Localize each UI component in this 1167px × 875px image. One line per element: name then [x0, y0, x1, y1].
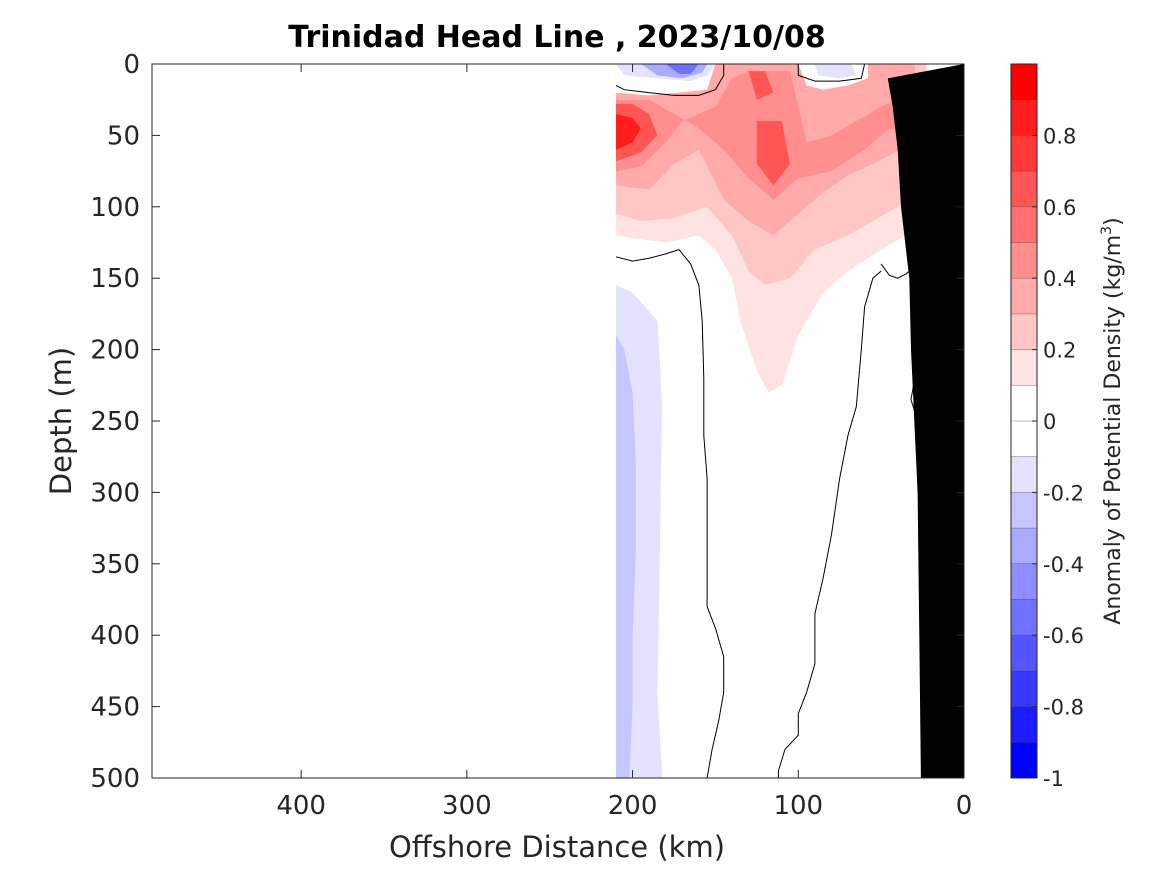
- contour-region-positive-anomaly-0.8: [616, 114, 641, 150]
- colorbar-segment: [1011, 99, 1037, 136]
- colorbar-segment: [1011, 742, 1037, 778]
- y-tick-label: 150: [90, 264, 140, 294]
- colorbar-segment: [1011, 385, 1037, 421]
- contour-fill-group: [615, 64, 964, 778]
- colorbar-label-main: Anomaly of Potential Density (kg/m: [1101, 235, 1126, 625]
- colorbar-segment: [1011, 278, 1037, 314]
- colorbar-segment: [1011, 706, 1037, 743]
- y-tick-label: 50: [107, 121, 140, 151]
- y-tick-label: 200: [90, 336, 140, 366]
- zero-contour-left: [615, 249, 725, 778]
- y-tick-label: 100: [90, 193, 140, 223]
- colorbar-segment: [1011, 635, 1037, 671]
- zero-contour-surface: [615, 64, 725, 96]
- colorbar-tick-label: -0.8: [1043, 696, 1084, 720]
- contour-region-positive-anomaly-0.6-b: [748, 71, 774, 100]
- colorbar-segment: [1011, 670, 1037, 707]
- colorbar-segment: [1011, 349, 1037, 386]
- chart-title: Trinidad Head Line , 2023/10/08: [288, 20, 825, 55]
- colorbar-segment: [1011, 135, 1037, 172]
- x-axis-label: Offshore Distance (km): [389, 830, 725, 864]
- colorbar-segment: [1011, 171, 1037, 207]
- colorbar-segment: [1011, 206, 1037, 243]
- y-tick-label: 500: [90, 764, 140, 794]
- colorbar-segment: [1011, 528, 1037, 564]
- y-tick-label: 350: [90, 550, 140, 580]
- colorbar-tick-label: -0.4: [1043, 553, 1084, 577]
- colorbar: 0.8 0.6 0.4 0.2 0 -0.2 -0.4 -0.6 -0.8 -1: [1010, 63, 1084, 791]
- colorbar-tick-label: 0.4: [1043, 267, 1076, 291]
- zero-contour-surface-b: [797, 64, 866, 82]
- colorbar-segment: [1011, 492, 1037, 529]
- contour-region-negative-anomaly-0.1-surface-b: [814, 64, 857, 79]
- colorbar-segment: [1011, 563, 1037, 600]
- x-tick-label: 400: [276, 791, 326, 821]
- colorbar-segment: [1011, 421, 1037, 457]
- y-axis-label: Depth (m): [44, 347, 78, 495]
- plot-area: 400 300 200 100 0 0 50 100 150 200 250 300 350 400 450…: [90, 50, 972, 821]
- colorbar-tick-label: -0.6: [1043, 624, 1084, 648]
- y-tick-label: 300: [90, 478, 140, 508]
- colorbar-tick-label: 0.8: [1043, 124, 1076, 148]
- y-tick-label: 0: [123, 50, 140, 80]
- colorbar-segment: [1011, 64, 1037, 100]
- colorbar-label: Anomaly of Potential Density (kg/m3): [1099, 217, 1126, 624]
- zero-contour-mid: [777, 270, 882, 778]
- bathymetry-bottom: [887, 64, 964, 778]
- x-tick-label: 300: [442, 791, 492, 821]
- y-tick-label: 450: [90, 693, 140, 723]
- colorbar-tick-label: 0.2: [1043, 339, 1076, 363]
- colorbar-segment: [1011, 599, 1037, 636]
- colorbar-tick-label: -1: [1043, 767, 1064, 791]
- colorbar-tick-label: -0.2: [1043, 481, 1084, 505]
- colorbar-tick-label: 0.6: [1043, 196, 1076, 220]
- y-tick-label: 250: [90, 407, 140, 437]
- colorbar-segment: [1011, 313, 1037, 350]
- colorbar-tick-label: 0: [1043, 410, 1056, 434]
- x-tick-label: 0: [956, 791, 973, 821]
- contour-region-negative-anomaly-0.2-deep: [616, 335, 636, 778]
- y-tick-label: 400: [90, 621, 140, 651]
- contour-region-positive-anomaly-0.6-c: [756, 121, 790, 186]
- x-tick-label: 100: [773, 791, 823, 821]
- x-tick-label: 200: [608, 791, 658, 821]
- colorbar-label-superscript: 3: [1099, 226, 1115, 235]
- colorbar-segment: [1011, 456, 1037, 493]
- colorbar-label-suffix: ): [1101, 217, 1126, 226]
- colorbar-segment: [1011, 242, 1037, 279]
- contour-region-negative-anomaly-0.5-surface: [665, 64, 699, 74]
